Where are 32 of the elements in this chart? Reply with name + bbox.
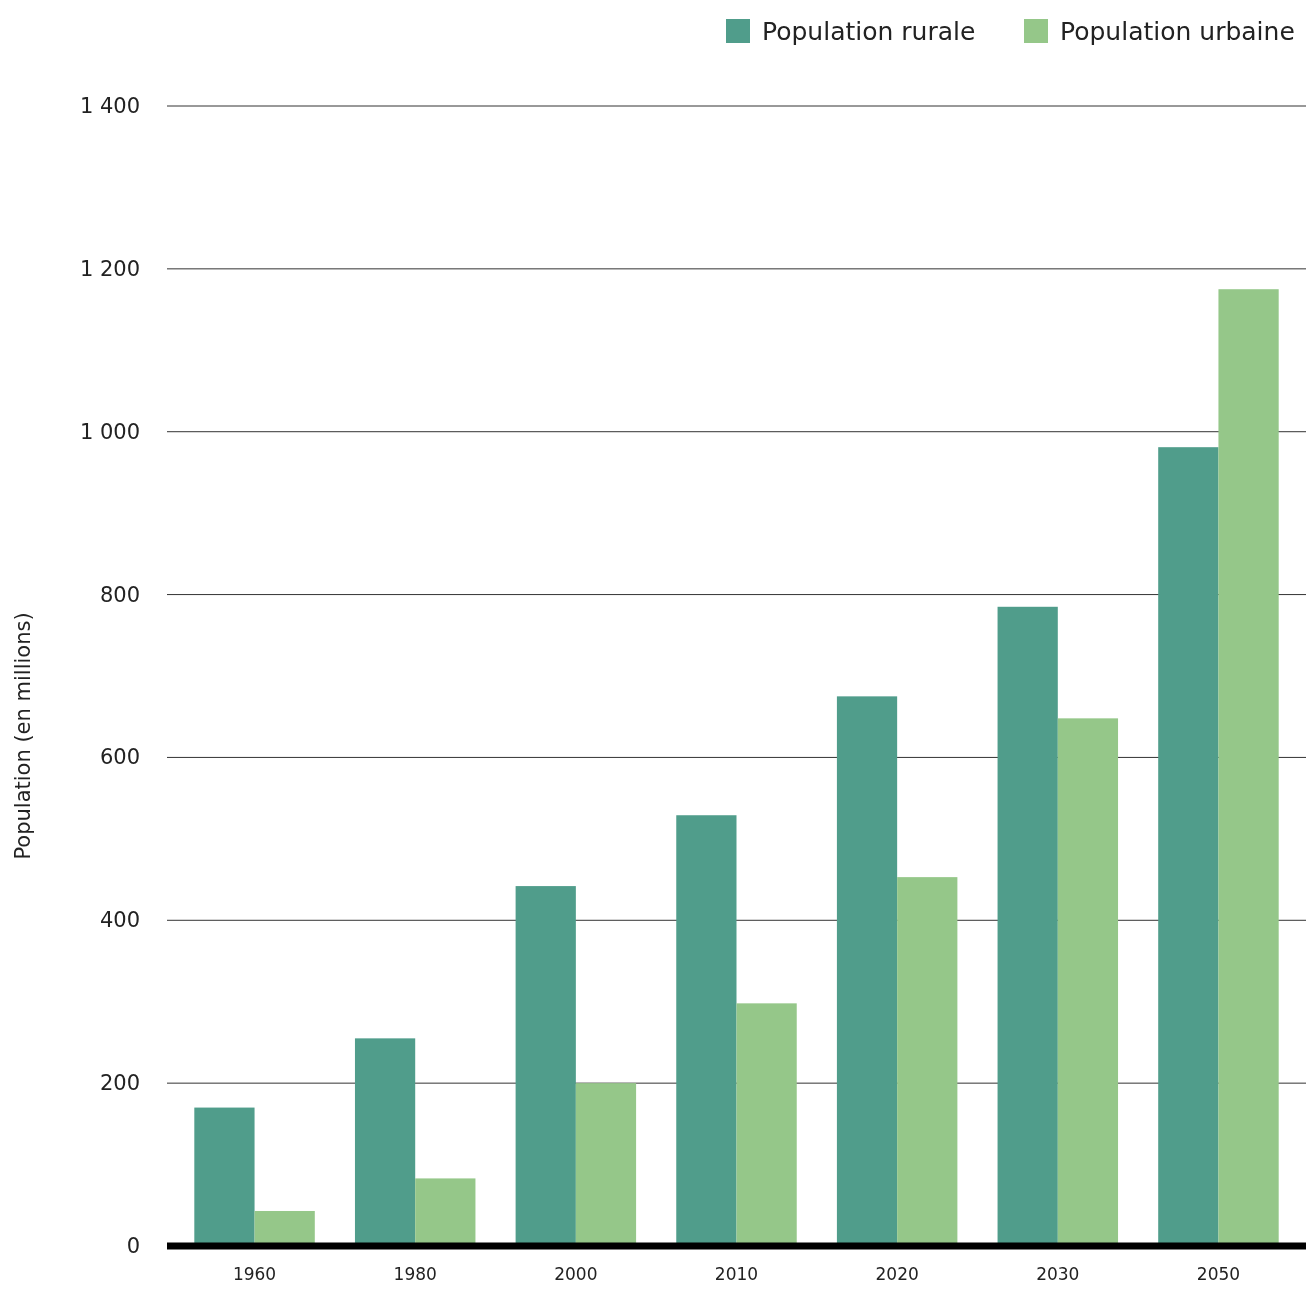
bar	[415, 1178, 476, 1246]
x-tick-label: 2030	[1036, 1264, 1080, 1284]
bar	[736, 1003, 797, 1246]
bar	[515, 886, 576, 1246]
bar	[254, 1210, 315, 1246]
y-tick-label: 600	[99, 745, 140, 770]
bar	[1158, 447, 1219, 1246]
legend-label: Population urbaine	[1060, 16, 1295, 46]
x-tick-label: 2050	[1196, 1264, 1241, 1284]
bar	[676, 815, 737, 1246]
y-tick-label: 800	[99, 582, 140, 607]
bar	[836, 696, 898, 1246]
y-axis-title: Population (en millions)	[11, 612, 35, 860]
x-tick-label: 2010	[714, 1264, 759, 1284]
bar	[354, 1038, 416, 1246]
y-tick-label: 400	[99, 908, 140, 933]
y-tick-label: 1 200	[79, 256, 140, 281]
x-tick-label: 1980	[393, 1264, 437, 1284]
y-tick-label: 1 000	[79, 419, 140, 444]
bar	[194, 1107, 255, 1246]
y-tick-label: 0	[126, 1234, 140, 1258]
bar	[1057, 718, 1119, 1246]
y-tick-label: 1 400	[79, 94, 140, 118]
legend-label: Population rurale	[762, 16, 976, 46]
bar	[997, 606, 1058, 1246]
x-tick-label: 1960	[232, 1264, 277, 1284]
x-tick-label: 2000	[554, 1264, 598, 1284]
y-tick-label: 200	[99, 1071, 140, 1096]
bar	[575, 1083, 637, 1246]
bar	[1218, 289, 1279, 1246]
x-tick-label: 2020	[875, 1264, 919, 1284]
bar	[897, 877, 958, 1246]
